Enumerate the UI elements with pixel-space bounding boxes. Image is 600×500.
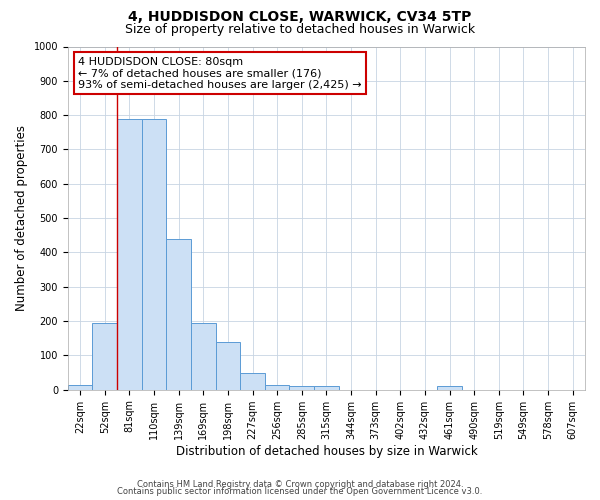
Text: Size of property relative to detached houses in Warwick: Size of property relative to detached ho… xyxy=(125,22,475,36)
Bar xyxy=(142,118,166,390)
Bar xyxy=(289,386,314,390)
X-axis label: Distribution of detached houses by size in Warwick: Distribution of detached houses by size … xyxy=(176,444,477,458)
Text: 4, HUDDISDON CLOSE, WARWICK, CV34 5TP: 4, HUDDISDON CLOSE, WARWICK, CV34 5TP xyxy=(128,10,472,24)
Bar xyxy=(437,386,462,390)
Text: Contains HM Land Registry data © Crown copyright and database right 2024.: Contains HM Land Registry data © Crown c… xyxy=(137,480,463,489)
Bar xyxy=(166,238,191,390)
Bar xyxy=(265,384,289,390)
Bar xyxy=(240,372,265,390)
Y-axis label: Number of detached properties: Number of detached properties xyxy=(15,125,28,311)
Bar xyxy=(68,384,92,390)
Bar xyxy=(314,386,339,390)
Bar xyxy=(191,323,215,390)
Bar xyxy=(215,342,240,390)
Bar xyxy=(117,118,142,390)
Bar xyxy=(92,323,117,390)
Text: 4 HUDDISDON CLOSE: 80sqm
← 7% of detached houses are smaller (176)
93% of semi-d: 4 HUDDISDON CLOSE: 80sqm ← 7% of detache… xyxy=(78,57,362,90)
Text: Contains public sector information licensed under the Open Government Licence v3: Contains public sector information licen… xyxy=(118,487,482,496)
